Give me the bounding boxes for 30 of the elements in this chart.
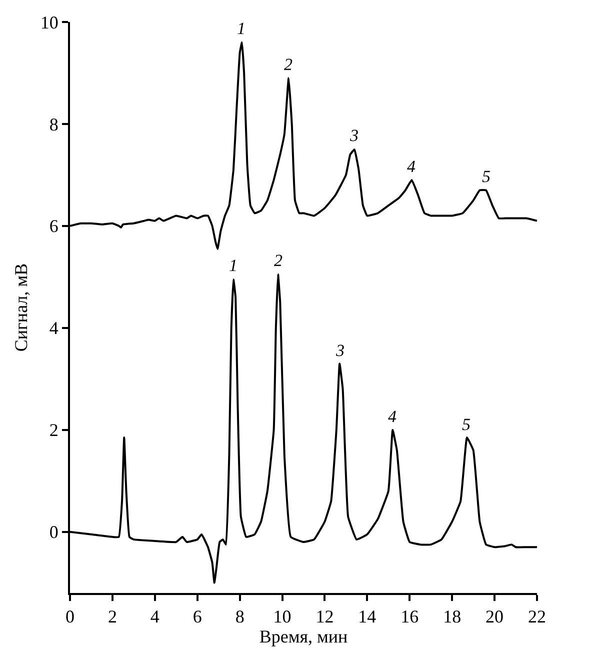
y-tick-label: 6 (49, 216, 58, 236)
y-tick-label: 2 (49, 420, 58, 440)
y-tick-label: 4 (49, 318, 58, 338)
x-tick-label: 20 (486, 606, 504, 627)
annotation: 3 (349, 126, 358, 145)
x-tick-label: 2 (108, 606, 117, 627)
x-tick-label: 12 (316, 606, 334, 627)
x-tick-label: 14 (358, 606, 376, 627)
y-axis-title: Сигнал, мВ (11, 263, 32, 352)
x-tick-label: 8 (235, 606, 244, 627)
annotation: 4 (388, 407, 397, 426)
x-tick-label: 22 (528, 606, 546, 627)
annotation: 1 (237, 19, 246, 38)
x-tick-label: 0 (66, 606, 74, 627)
y-tick-label: 8 (49, 114, 58, 134)
x-axis-title: Время, мин (259, 626, 348, 647)
x-tick-label: 6 (192, 606, 202, 627)
x-tick-label: 16 (400, 606, 419, 627)
annotation: 1 (229, 256, 238, 275)
annotation: 5 (482, 167, 490, 186)
x-tick-label: 10 (273, 606, 292, 627)
x-tick-label: 18 (443, 606, 462, 627)
annotation: 4 (407, 157, 416, 176)
x-tick-label: 4 (150, 606, 160, 627)
annotation: 2 (274, 251, 283, 270)
annotation: 2 (284, 55, 293, 74)
y-tick-label: 10 (40, 12, 58, 32)
y-tick-label: 0 (49, 522, 58, 542)
annotation: 5 (462, 415, 470, 434)
annotation: 3 (335, 341, 344, 360)
